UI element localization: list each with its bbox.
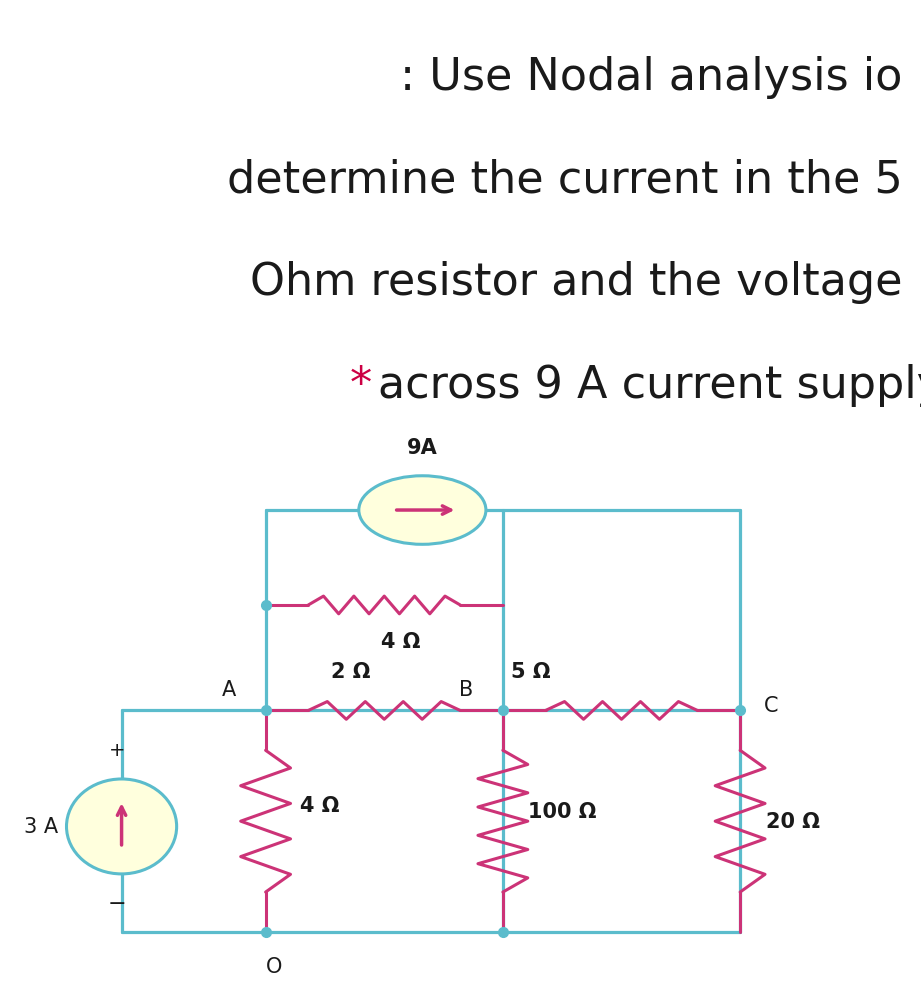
Text: determine the current in the 5: determine the current in the 5 bbox=[227, 158, 903, 201]
Text: 3 A: 3 A bbox=[24, 817, 58, 837]
Text: : Use Nodal analysis io: : Use Nodal analysis io bbox=[401, 56, 903, 98]
Text: 20 Ω: 20 Ω bbox=[765, 811, 820, 831]
Text: 2 Ω: 2 Ω bbox=[331, 662, 370, 682]
Text: 9A: 9A bbox=[407, 437, 437, 458]
Text: *: * bbox=[350, 363, 372, 407]
Text: 5 Ω: 5 Ω bbox=[511, 662, 551, 682]
Text: Ohm resistor and the voltage: Ohm resistor and the voltage bbox=[251, 260, 903, 303]
Text: C: C bbox=[764, 696, 778, 716]
Ellipse shape bbox=[359, 476, 486, 545]
Text: 100 Ω: 100 Ω bbox=[529, 801, 597, 821]
Text: −: − bbox=[108, 893, 127, 913]
Text: 4 Ω: 4 Ω bbox=[299, 795, 339, 815]
Text: +: + bbox=[109, 741, 125, 759]
Text: B: B bbox=[459, 680, 473, 700]
Text: O: O bbox=[266, 955, 282, 976]
Ellipse shape bbox=[66, 779, 177, 874]
Text: A: A bbox=[222, 680, 236, 700]
Text: across 9 A current supply: across 9 A current supply bbox=[378, 363, 921, 407]
Text: 4 Ω: 4 Ω bbox=[381, 632, 421, 652]
